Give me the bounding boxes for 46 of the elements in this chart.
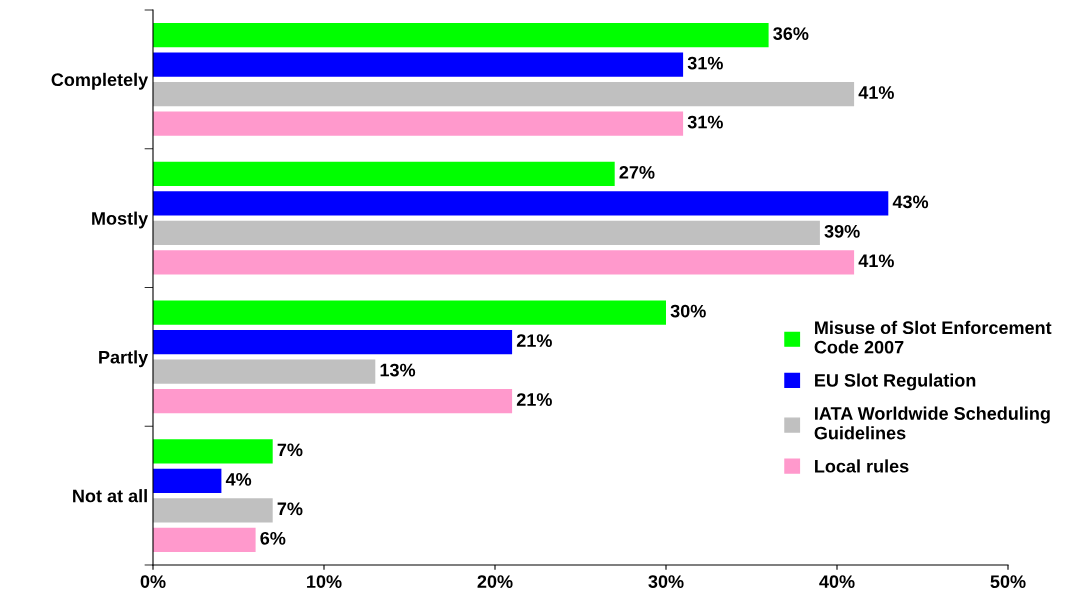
legend-label: IATA Worldwide Scheduling Guidelines (814, 406, 1050, 440)
bar (153, 330, 513, 355)
data-label: 36% (773, 27, 809, 41)
data-label: 4% (225, 472, 252, 486)
bar (153, 220, 820, 245)
data-label: 7% (277, 502, 303, 516)
data-label: 13% (380, 363, 416, 377)
bar (153, 439, 273, 464)
y-tick-label: Mostly (92, 211, 149, 229)
bar (153, 111, 684, 136)
data-label: 41% (858, 86, 894, 99)
legend-label: EU Slot Regulation (815, 373, 976, 391)
x-tick-label: 40% (819, 575, 855, 588)
bar (153, 300, 666, 325)
data-label: 30% (670, 304, 706, 318)
data-label: 31% (687, 56, 723, 70)
y-tick-label: Not at all (73, 489, 147, 503)
legend-label: Misuse of Slot Enforcement Code 2007 (814, 320, 1052, 354)
data-label: 21% (516, 334, 552, 347)
x-tick-label: 0% (140, 575, 166, 588)
bar (153, 468, 222, 493)
x-tick-label: 20% (477, 575, 513, 588)
y-tick-label: Partly (99, 350, 149, 368)
data-label: 31% (687, 115, 723, 129)
legend-label: Local rules (815, 459, 909, 473)
bar (153, 161, 615, 186)
bar (153, 498, 273, 523)
y-tick-label: Completely (51, 72, 149, 90)
bar (153, 250, 855, 275)
data-label: 27% (619, 165, 655, 179)
data-label: 43% (892, 195, 929, 209)
data-label: 21% (516, 393, 552, 406)
data-label: 39% (824, 224, 860, 238)
bar (153, 389, 513, 414)
bar (153, 527, 256, 552)
data-label: 7% (277, 443, 303, 457)
x-tick-label: 50% (990, 575, 1026, 588)
data-label: 6% (260, 531, 286, 545)
bar (153, 82, 855, 107)
bar (153, 359, 376, 384)
x-tick-label: 10% (307, 575, 342, 588)
bar (153, 23, 769, 48)
x-tick-label: 30% (648, 575, 684, 589)
bar (153, 52, 684, 77)
data-label: 41% (858, 254, 894, 268)
bar (153, 191, 889, 216)
